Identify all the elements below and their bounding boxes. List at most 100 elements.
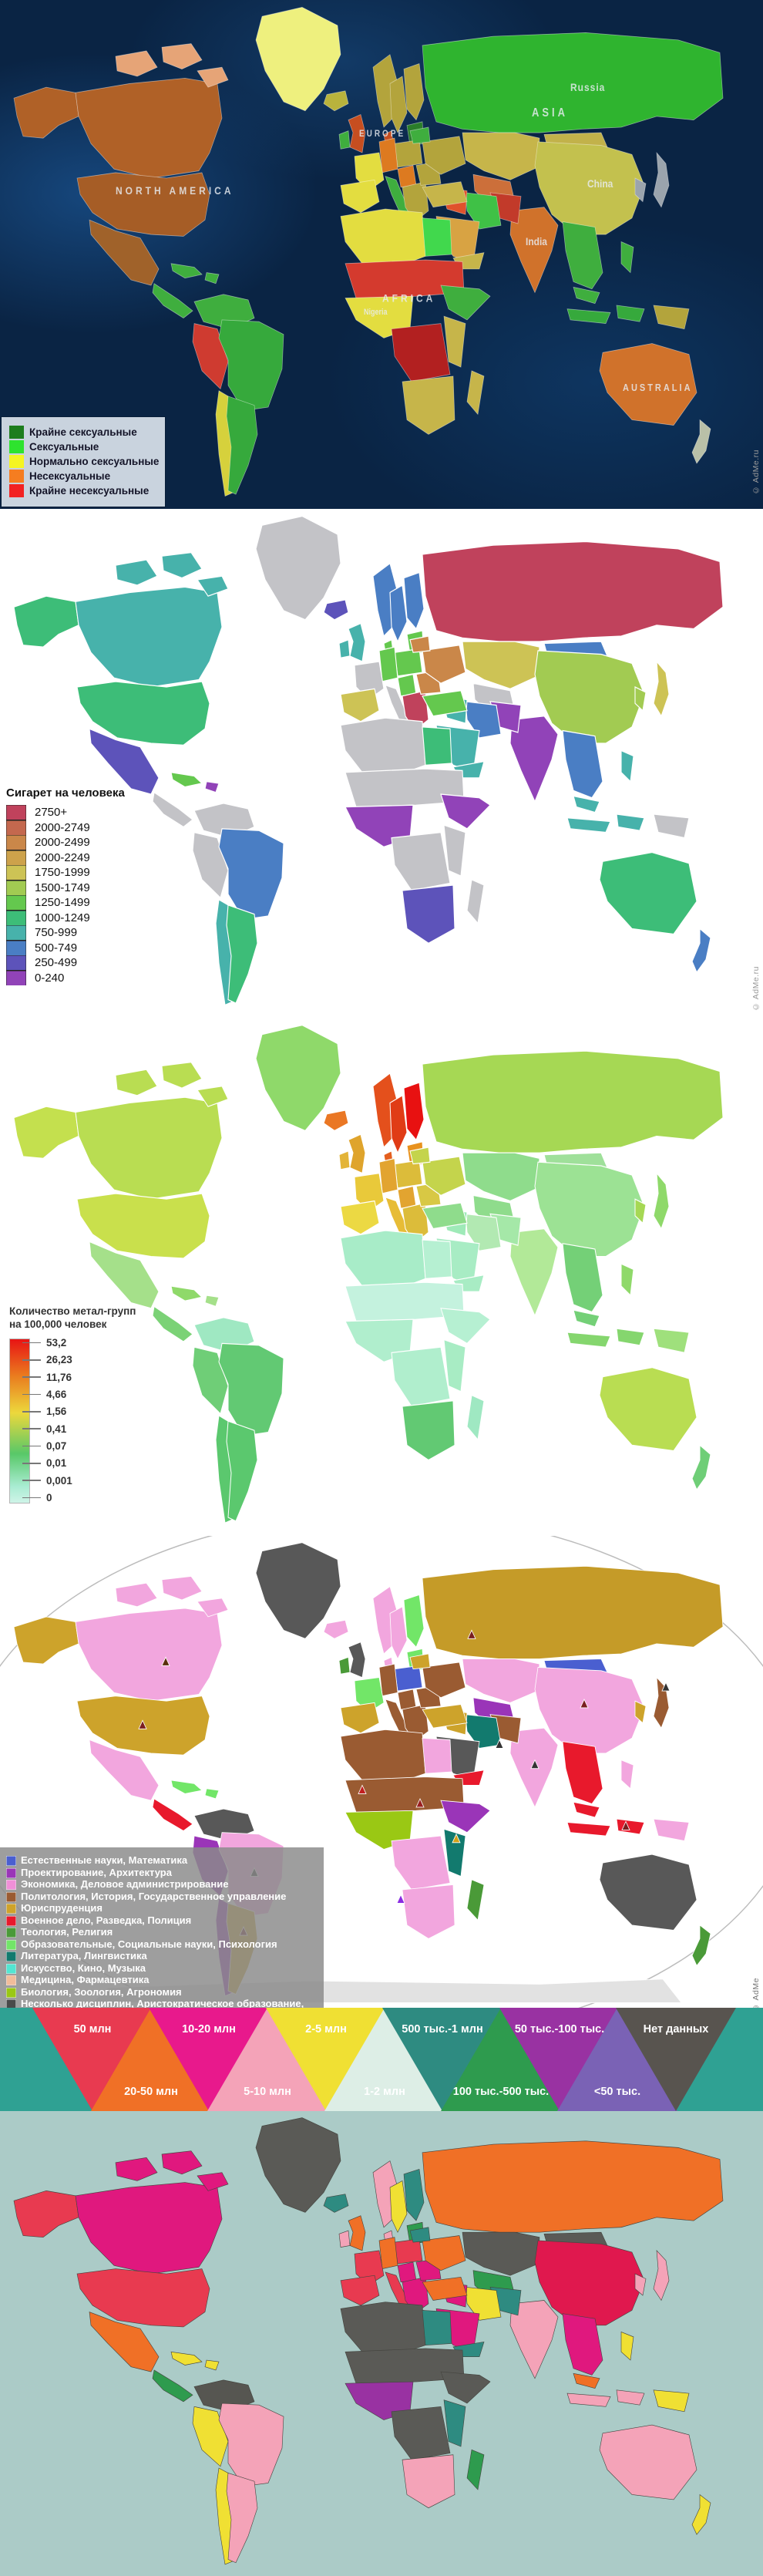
legend-swatch [6, 1904, 16, 1914]
legend-swatch [6, 820, 26, 835]
legend-swatch [6, 910, 26, 925]
scale-tick: 26,23 [22, 1354, 72, 1365]
legend-swatch [6, 1951, 16, 1961]
svg-text:EUROPE: EUROPE [359, 129, 405, 139]
legend-swatch [6, 805, 26, 820]
legend-item: Литература, Лингвистика [6, 1950, 318, 1962]
legend-item: 2000-2749 [6, 820, 125, 835]
legend-item: Проектирование, Архитектура [6, 1867, 318, 1879]
legend-label: 2750+ [35, 806, 68, 820]
legend-item: Крайне несексуальные [9, 484, 157, 497]
population-legend-label: 5-10 млн [244, 2086, 291, 2098]
education-legend: Естественные науки, Математика Проектиро… [0, 1847, 324, 2008]
legend-label: 0-240 [35, 971, 65, 985]
legend-label: Крайне несексуальные [29, 485, 150, 497]
population-legend-label: 100 тыс.-500 тыс. [453, 2086, 549, 2098]
population-legend-label: 2-5 млн [305, 2023, 347, 2036]
legend-label: Медицина, Фармацевтика [21, 1974, 150, 1985]
legend-label: 750-999 [35, 926, 78, 940]
population-legend-label: 10-20 млн [182, 2023, 236, 2036]
map-cigarettes-section: Сигарет на человека 2750+ 2000-2749 2000… [0, 509, 763, 1018]
svg-text:AFRICA: AFRICA [382, 291, 435, 304]
legend-swatch [9, 440, 24, 453]
legend-label: 1000-1249 [35, 911, 90, 924]
legend-swatch [6, 880, 26, 895]
legend-item: 1250-1499 [6, 895, 125, 911]
legend-label: 250-499 [35, 956, 78, 970]
legend-swatch [6, 865, 26, 881]
legend-item: 1000-1249 [6, 910, 125, 925]
watermark: © AdMe.ru [751, 966, 761, 1012]
legend-label: Искусство, Кино, Музыка [21, 1961, 146, 1974]
legend-item: Военное дело, Разведка, Полиция [6, 1914, 318, 1927]
legend-swatch [6, 895, 26, 911]
legend-title: Сигарет на человека [6, 786, 125, 800]
sexuality-legend: Крайне сексуальные Сексуальные Нормально… [2, 417, 165, 507]
legend-swatch [6, 955, 26, 971]
legend-title: Количество метал-групп на 100,000 челове… [9, 1305, 136, 1331]
svg-text:India: India [526, 235, 548, 247]
legend-item: 500-749 [6, 940, 125, 955]
legend-item: 1500-1749 [6, 880, 125, 895]
legend-item: Естественные науки, Математика [6, 1854, 318, 1867]
legend-label: 1250-1499 [35, 896, 90, 910]
cigarettes-legend: Сигарет на человека 2750+ 2000-2749 2000… [6, 786, 125, 985]
scale-tick: 0 [22, 1492, 72, 1504]
population-legend-triangles: 50 млн 20-50 млн 10-20 млн 5-10 млн 2-5 … [32, 2008, 736, 2111]
legend-swatch [6, 1867, 16, 1878]
legend-item: Биология, Зоология, Агрономия [6, 1985, 318, 1999]
scale-tick: 0,001 [22, 1475, 72, 1487]
legend-label: Экономика, Деловое администрирование [21, 1878, 229, 1890]
legend-swatch [6, 1915, 16, 1926]
legend-item: 250-499 [6, 955, 125, 971]
scale-tick: 0,01 [22, 1457, 72, 1469]
scale-tick: 0,41 [22, 1423, 72, 1435]
legend-swatch [6, 1999, 16, 2008]
svg-text:AUSTRALIA: AUSTRALIA [623, 382, 693, 393]
svg-text:China: China [587, 177, 613, 190]
legend-label: Биология, Зоология, Агрономия [21, 1985, 182, 1998]
legend-swatch [9, 455, 24, 468]
watermark: © AdMe.ru [751, 450, 761, 495]
map-education-section: Естественные науки, Математика Проектиро… [0, 1536, 763, 2008]
map-population-section [0, 2111, 763, 2576]
legend-item: Искусство, Кино, Музыка [6, 1961, 318, 1975]
population-legend-label: 500 тыс.-1 млн [402, 2023, 482, 2036]
metal-legend: Количество метал-групп на 100,000 челове… [9, 1305, 136, 1504]
legend-item: Юриспруденция [6, 1902, 318, 1914]
map-metal-section: Количество метал-групп на 100,000 челове… [0, 1018, 763, 1536]
legend-swatch [6, 1880, 16, 1890]
legend-label: Проектирование, Архитектура [21, 1866, 172, 1878]
population-legend-band: 50 млн 20-50 млн 10-20 млн 5-10 млн 2-5 … [0, 2008, 763, 2111]
legend-swatch [6, 1856, 16, 1866]
population-legend-label: 50 млн [74, 2023, 112, 2036]
legend-label: Литература, Лингвистика [21, 1950, 147, 1961]
world-map-population [13, 2117, 724, 2565]
map-continent-labels: NORTH AMERICA EUROPE ASIA Russia China I… [116, 81, 693, 393]
legend-swatch [6, 850, 26, 865]
legend-item: Экономика, Деловое администрирование [6, 1878, 318, 1891]
legend-item: Крайне сексуальные [9, 426, 157, 439]
watermark: © AdMe [751, 1978, 761, 2008]
scale-tick: 11,76 [22, 1372, 72, 1383]
legend-swatch [6, 1928, 16, 1938]
legend-item: 2000-2249 [6, 850, 125, 865]
population-legend-label: 1-2 млн [364, 2086, 405, 2098]
legend-swatch [6, 1891, 16, 1902]
legend-item: Образовательные, Социальные науки, Психо… [6, 1938, 318, 1951]
legend-swatch [9, 470, 24, 483]
map-regions [13, 2117, 724, 2565]
legend-swatch [6, 1939, 16, 1950]
legend-item: Политология, История, Государственное уп… [6, 1891, 318, 1903]
legend-label: Образовательные, Социальные науки, Психо… [21, 1938, 277, 1950]
legend-item: 2000-2499 [6, 835, 125, 850]
svg-text:Nigeria: Nigeria [364, 308, 388, 317]
legend-label: 500-749 [35, 941, 78, 955]
population-legend-label: 50 тыс.-100 тыс. [515, 2023, 604, 2036]
legend-swatch [6, 835, 26, 850]
legend-item: Нормально сексуальные [9, 455, 159, 468]
legend-label: Крайне сексуальные [29, 426, 137, 438]
legend-label: Политология, История, Государственное уп… [21, 1890, 287, 1902]
legend-item: Несколько дисциплин, Аристократическое о… [6, 1998, 318, 2008]
legend-item: 0-240 [6, 970, 125, 985]
